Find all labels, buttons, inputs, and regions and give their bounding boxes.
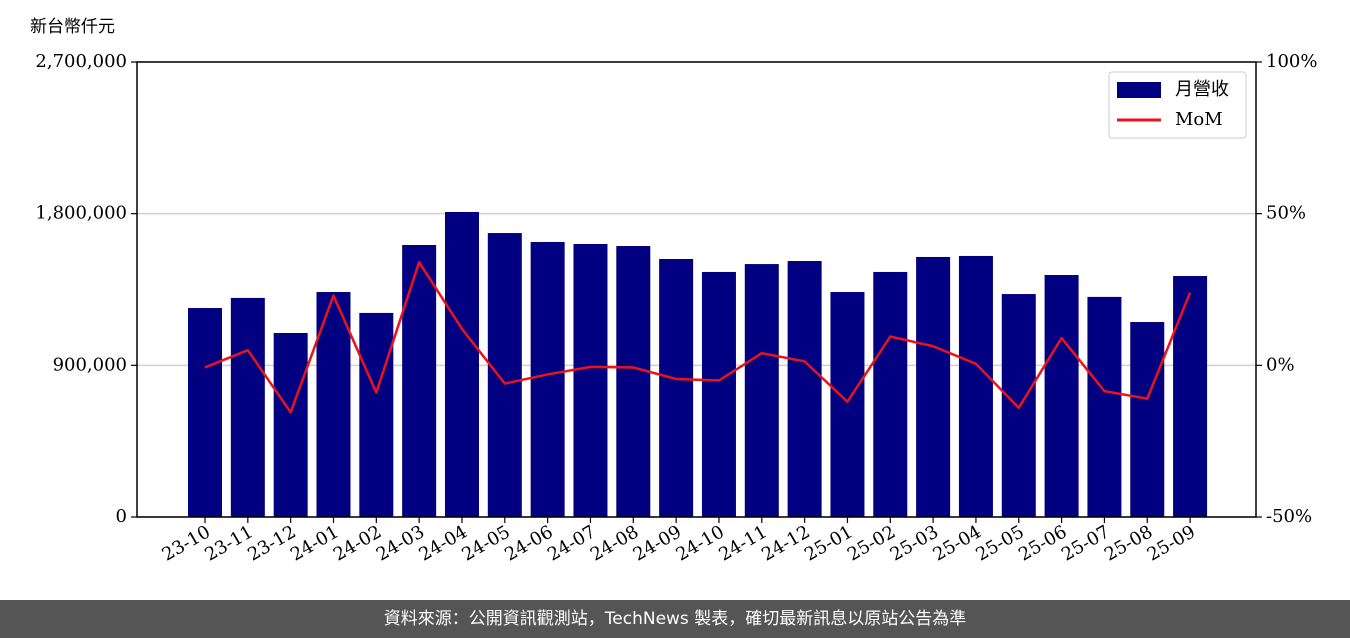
x-tick-label: 23-10: [159, 521, 214, 565]
bar: [830, 292, 865, 517]
x-tick-label: 24-05: [458, 521, 513, 565]
x-tick-label: 24-10: [673, 521, 728, 565]
bar: [616, 246, 651, 517]
x-tick-label: 23-11: [201, 521, 256, 565]
x-tick-label: 24-01: [287, 521, 342, 565]
bar: [444, 211, 479, 517]
legend-swatch: [1117, 82, 1161, 98]
y-tick-label: 1,800,000: [35, 203, 127, 224]
bar: [530, 241, 565, 517]
footer: 資料來源：公開資訊觀測站，TechNews 製表，確切最新訊息以原站公告為準: [0, 600, 1350, 638]
x-tick-label: 25-05: [972, 521, 1027, 565]
legend-label: 月營收: [1175, 79, 1229, 100]
x-tick-label: 25-01: [801, 521, 856, 565]
plot-frame: [136, 61, 1257, 518]
x-tick-label: 24-04: [416, 521, 471, 565]
y2-tick-label: 0%: [1266, 354, 1295, 375]
x-tick-label: 25-09: [1144, 521, 1199, 565]
x-tick-label: 25-07: [1058, 521, 1113, 565]
bar: [273, 332, 308, 517]
x-tick-label: 25-06: [1015, 521, 1070, 565]
bar: [744, 264, 779, 517]
x-tick-label: 24-07: [544, 521, 599, 565]
bar: [873, 271, 908, 517]
bar: [1087, 296, 1122, 517]
y-tick-label: 900,000: [53, 354, 127, 375]
legend-label: MoM: [1175, 109, 1223, 130]
bar: [230, 297, 265, 517]
x-tick-label: 24-03: [373, 521, 428, 565]
bar: [402, 245, 437, 517]
y2-tick-label: 50%: [1266, 203, 1306, 224]
bar: [958, 255, 993, 517]
x-tick-label: 24-02: [330, 521, 385, 565]
x-tick-label: 25-08: [1101, 521, 1156, 565]
x-tick-label: 23-12: [244, 521, 299, 565]
y2-tick-label: -50%: [1266, 506, 1312, 527]
bar: [359, 312, 394, 517]
x-tick-label: 25-04: [930, 521, 985, 565]
bar: [916, 256, 951, 517]
x-tick-label: 24-12: [758, 521, 813, 565]
bar: [1044, 275, 1079, 517]
chart: 新台幣仟元 0 900,000 1,800,000 2,700,000 -50% 0% 50…: [30, 17, 1317, 566]
bar: [787, 261, 822, 517]
x-tick-label: 25-02: [844, 521, 899, 565]
y2-tick-label: 100%: [1266, 51, 1317, 72]
bar: [701, 271, 736, 517]
y-axis-label: 新台幣仟元: [30, 17, 115, 37]
x-tick-label: 24-11: [715, 521, 770, 565]
bar: [1173, 276, 1208, 517]
bar: [487, 233, 522, 517]
y-tick-label: 0: [116, 506, 127, 527]
line: [204, 260, 1192, 414]
x-tick-label: 24-09: [630, 521, 685, 565]
x-tick-label: 24-08: [587, 521, 642, 565]
y-tick-label: 2,700,000: [35, 51, 127, 72]
bar: [188, 308, 222, 517]
x-tick-label: 24-06: [501, 521, 556, 565]
bar: [573, 244, 608, 517]
x-tick-label: 25-03: [887, 521, 942, 565]
bar: [659, 258, 694, 517]
bar: [1130, 322, 1165, 517]
